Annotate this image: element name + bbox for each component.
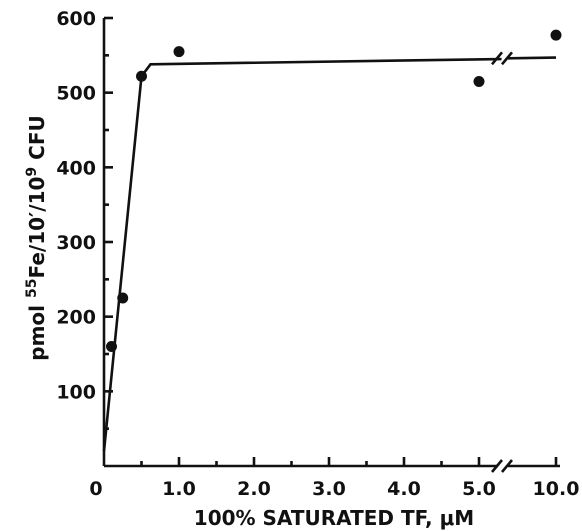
data-point <box>550 29 562 41</box>
data-point <box>473 75 485 87</box>
x-tick-label: 3.0 <box>312 478 346 500</box>
fit-line-right <box>507 56 557 60</box>
fit-line-break-mark <box>491 51 503 66</box>
x-tick-label: 2.0 <box>237 478 271 500</box>
y-tick-label: 400 <box>56 157 96 179</box>
ticks: 100 200 300 400 500 600 0 1.0 2.0 3.0 4.0 5.0 10.0 <box>56 8 579 500</box>
y-tick-label: 600 <box>56 8 96 30</box>
data-point <box>117 292 129 304</box>
y-axis-title: pmol 55Fe/10′/109 CFU <box>24 115 49 360</box>
fit-line-group <box>102 51 557 452</box>
y-tick-label: 200 <box>56 307 96 329</box>
y-axis-title-iso: 55 <box>24 279 40 298</box>
y-tick-label: 500 <box>56 83 96 105</box>
x-tick-label: 10.0 <box>533 478 580 500</box>
y-tick-label: 100 <box>56 381 96 403</box>
y-tick-label: 300 <box>56 232 96 254</box>
data-point <box>136 70 147 82</box>
x-tick-label: 5.0 <box>462 478 496 500</box>
x-tick-label: 1.0 <box>162 478 196 500</box>
axes <box>102 18 560 473</box>
y-axis-title-suffix: CFU <box>25 115 49 167</box>
x-axis-break-mark <box>501 459 513 473</box>
x-axis-title: 100% SATURATED TF, μM <box>194 506 474 530</box>
y-axis-title-prefix: pmol <box>25 298 49 361</box>
data-point <box>173 46 185 58</box>
data-point <box>106 341 117 353</box>
fit-line-break-mark <box>501 51 513 66</box>
y-axis-title-fe: Fe/10′/10 <box>25 177 49 279</box>
x-tick-label: 4.0 <box>387 478 421 500</box>
x-axis-break-mark <box>491 459 503 473</box>
y-axis-title-exp: 9 <box>24 167 40 177</box>
x-tick-label: 0 <box>89 478 102 500</box>
data-points <box>106 29 562 353</box>
fit-line-left <box>102 57 502 452</box>
